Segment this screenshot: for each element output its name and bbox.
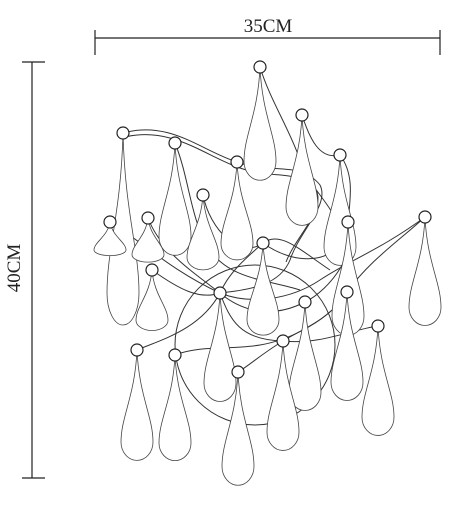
cap	[371, 319, 385, 333]
ring	[174, 264, 336, 426]
cap	[130, 343, 144, 357]
wire	[174, 291, 348, 356]
cap	[230, 155, 244, 169]
cap	[295, 108, 309, 122]
cap	[168, 136, 182, 150]
caps	[103, 60, 432, 379]
cap	[333, 148, 347, 162]
cap	[103, 215, 117, 229]
cap	[341, 215, 355, 229]
width-dimension: 35CM	[94, 16, 441, 55]
drop	[158, 354, 192, 462]
height-label: 40CM	[4, 244, 25, 293]
drop	[120, 349, 154, 461]
drop	[323, 154, 357, 266]
cap	[213, 286, 227, 300]
drop	[361, 325, 395, 436]
drop	[243, 66, 277, 181]
drop	[135, 269, 169, 331]
drop	[220, 161, 254, 261]
cap	[116, 126, 130, 140]
cap	[145, 263, 159, 277]
drop	[408, 216, 442, 326]
wire	[301, 114, 352, 303]
cap	[418, 210, 432, 224]
drop	[158, 142, 192, 256]
wire	[122, 129, 323, 294]
drop	[288, 301, 322, 411]
cap	[196, 188, 210, 202]
cap	[256, 236, 270, 250]
cap	[141, 211, 155, 225]
drop	[246, 242, 280, 336]
width-label: 35CM	[244, 16, 293, 37]
cap	[231, 365, 245, 379]
cap	[298, 295, 312, 309]
height-dimension: 40CM	[4, 61, 45, 479]
cap	[168, 348, 182, 362]
cap	[340, 285, 354, 299]
drop	[186, 194, 220, 271]
cap	[276, 334, 290, 348]
cap	[253, 60, 267, 74]
wire	[151, 269, 379, 343]
